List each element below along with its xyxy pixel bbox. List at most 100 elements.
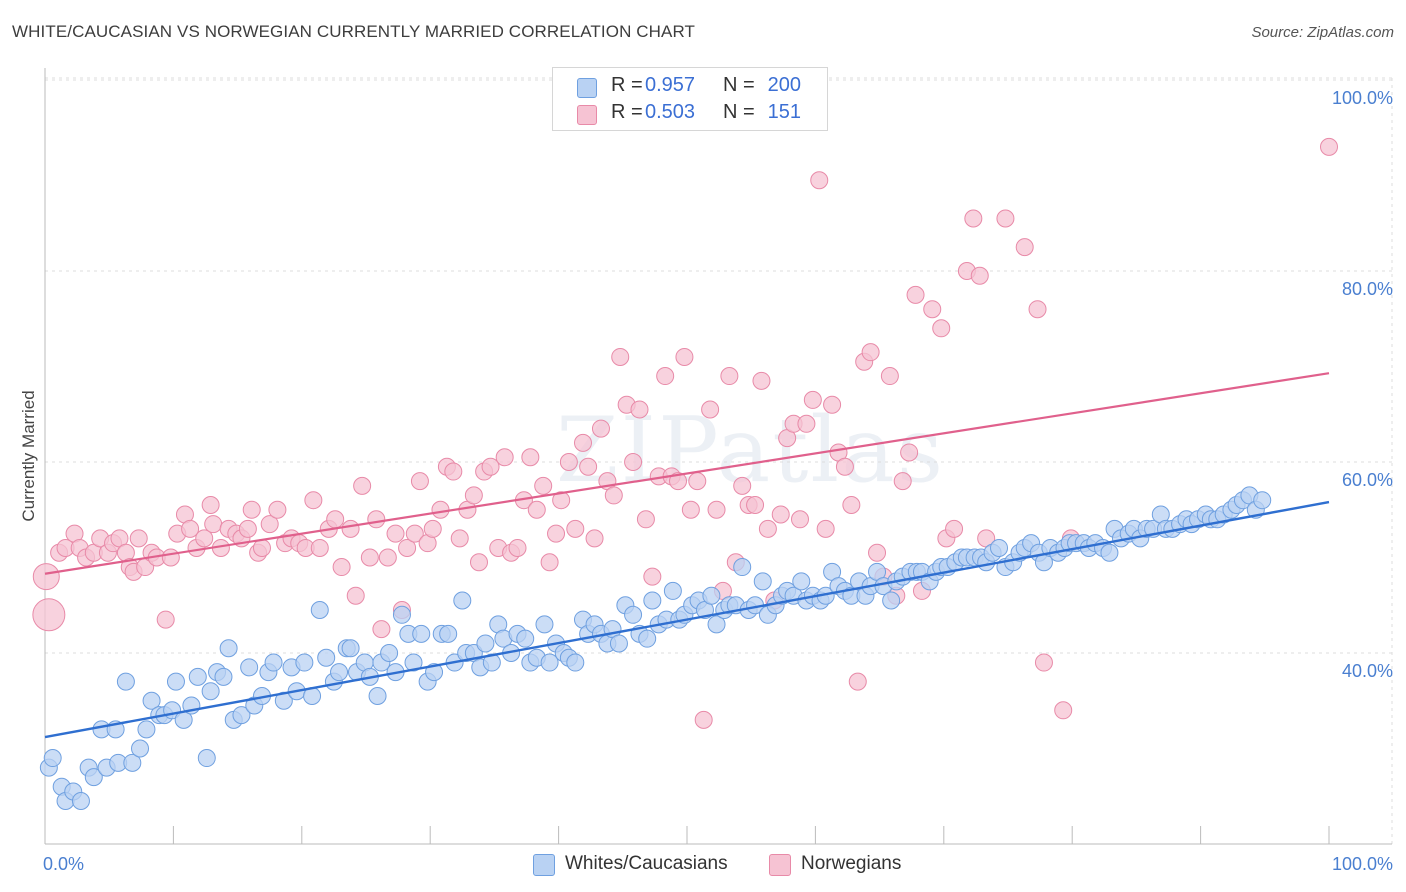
norwegians-point — [868, 543, 887, 562]
whites-point — [264, 653, 283, 672]
r-label: R = — [611, 101, 643, 123]
norwegians-point — [604, 486, 623, 505]
norwegians-point — [268, 500, 287, 519]
blue-swatch-icon — [577, 78, 597, 98]
norwegians-point — [964, 209, 983, 228]
chart-title: WHITE/CAUCASIAN VS NORWEGIAN CURRENTLY M… — [12, 22, 696, 41]
norwegians-point — [423, 519, 442, 538]
norwegians-point — [540, 553, 559, 572]
norwegians-point — [752, 371, 771, 390]
norwegians-point — [161, 548, 180, 567]
norwegians-point — [636, 510, 655, 529]
r-label: R = — [611, 74, 643, 96]
norwegians-point — [559, 453, 578, 471]
norwegians-point — [181, 519, 200, 538]
whites-point — [116, 672, 135, 691]
norwegians-trend-line — [44, 372, 1330, 575]
whites-point — [330, 663, 349, 682]
whites-point — [214, 667, 233, 686]
norwegians-point — [360, 548, 379, 567]
whites-point — [142, 691, 161, 710]
norwegians-point — [643, 567, 662, 586]
norwegians-point — [372, 620, 391, 639]
whites-point — [341, 639, 360, 658]
y-tick-label: 60.0% — [1342, 470, 1393, 490]
whites-point — [166, 672, 185, 691]
norwegians-point — [398, 538, 417, 557]
norwegians-point — [346, 586, 365, 605]
whites-point — [753, 572, 772, 591]
norwegians-point — [1034, 653, 1053, 672]
whites-point — [663, 581, 682, 600]
whites-point — [566, 653, 585, 672]
legend-label: Norwegians — [801, 853, 902, 874]
norwegians-point — [367, 510, 386, 529]
norwegians-point — [996, 209, 1015, 228]
norwegians-point — [204, 515, 223, 534]
whites-point — [404, 653, 423, 672]
whites-point — [123, 753, 142, 772]
whites-point — [453, 591, 472, 610]
norwegians-point — [790, 510, 809, 529]
norwegians-point — [810, 171, 829, 190]
y-tick-label: 80.0% — [1342, 279, 1393, 299]
norwegians-point — [681, 500, 700, 519]
norwegians-point — [701, 400, 720, 419]
norwegians-point — [547, 524, 566, 543]
whites-point — [219, 639, 238, 658]
norwegians-point — [129, 529, 148, 548]
whites-point — [439, 624, 458, 643]
whites-point — [368, 686, 387, 705]
y-tick-label: 40.0% — [1342, 661, 1393, 681]
norwegians-point — [803, 390, 822, 409]
whites-point — [240, 658, 259, 677]
whites-point — [638, 629, 657, 648]
whites-point — [71, 792, 90, 811]
norwegians-point — [508, 538, 527, 557]
norwegians-point — [816, 519, 835, 538]
norwegians-point — [720, 367, 739, 386]
y-tick-label: 100.0% — [1332, 88, 1393, 108]
norwegians-point — [450, 529, 469, 548]
r-value: 0.957 — [645, 74, 696, 96]
series-legend: Whites/Caucasians Norwegians — [0, 852, 1406, 878]
whites-point — [609, 634, 628, 653]
whites-point — [792, 572, 811, 591]
grid-lines — [45, 77, 1393, 844]
norwegians-point — [656, 367, 675, 386]
norwegians-point — [880, 367, 899, 386]
norwegians-point — [527, 500, 546, 519]
norwegians-point — [923, 300, 942, 319]
y-axis-label: Currently Married — [19, 390, 38, 521]
norwegians-point — [746, 495, 765, 514]
norwegians-point — [842, 495, 861, 514]
norwegians-point — [464, 486, 483, 505]
whites-point — [1253, 491, 1272, 510]
norwegians-point — [326, 510, 345, 529]
norwegians-point — [444, 462, 463, 481]
whites-point — [380, 644, 399, 662]
whites-point — [197, 749, 216, 768]
r-value: 0.503 — [645, 101, 696, 123]
norwegians-point — [238, 519, 257, 538]
norwegians-point — [573, 433, 592, 452]
norwegians-point — [630, 400, 649, 419]
whites-point — [137, 720, 156, 739]
whites-point — [643, 591, 662, 610]
whites-point — [232, 706, 251, 725]
norwegians-point — [688, 472, 707, 491]
n-value: 200 — [767, 74, 801, 96]
norwegians-point — [378, 548, 397, 567]
norwegians-point — [405, 524, 424, 543]
norwegians-point — [566, 519, 585, 538]
whites-point — [707, 615, 726, 634]
norwegians-point — [260, 515, 279, 534]
axes — [44, 68, 1392, 845]
norwegians-point — [156, 610, 175, 629]
x-tick-label: 100.0% — [1332, 854, 1393, 874]
norwegians-point — [823, 395, 842, 414]
whites-point — [482, 653, 501, 672]
norwegians-point — [861, 343, 880, 362]
norwegians-point — [970, 266, 989, 285]
norwegians-point — [410, 472, 429, 491]
